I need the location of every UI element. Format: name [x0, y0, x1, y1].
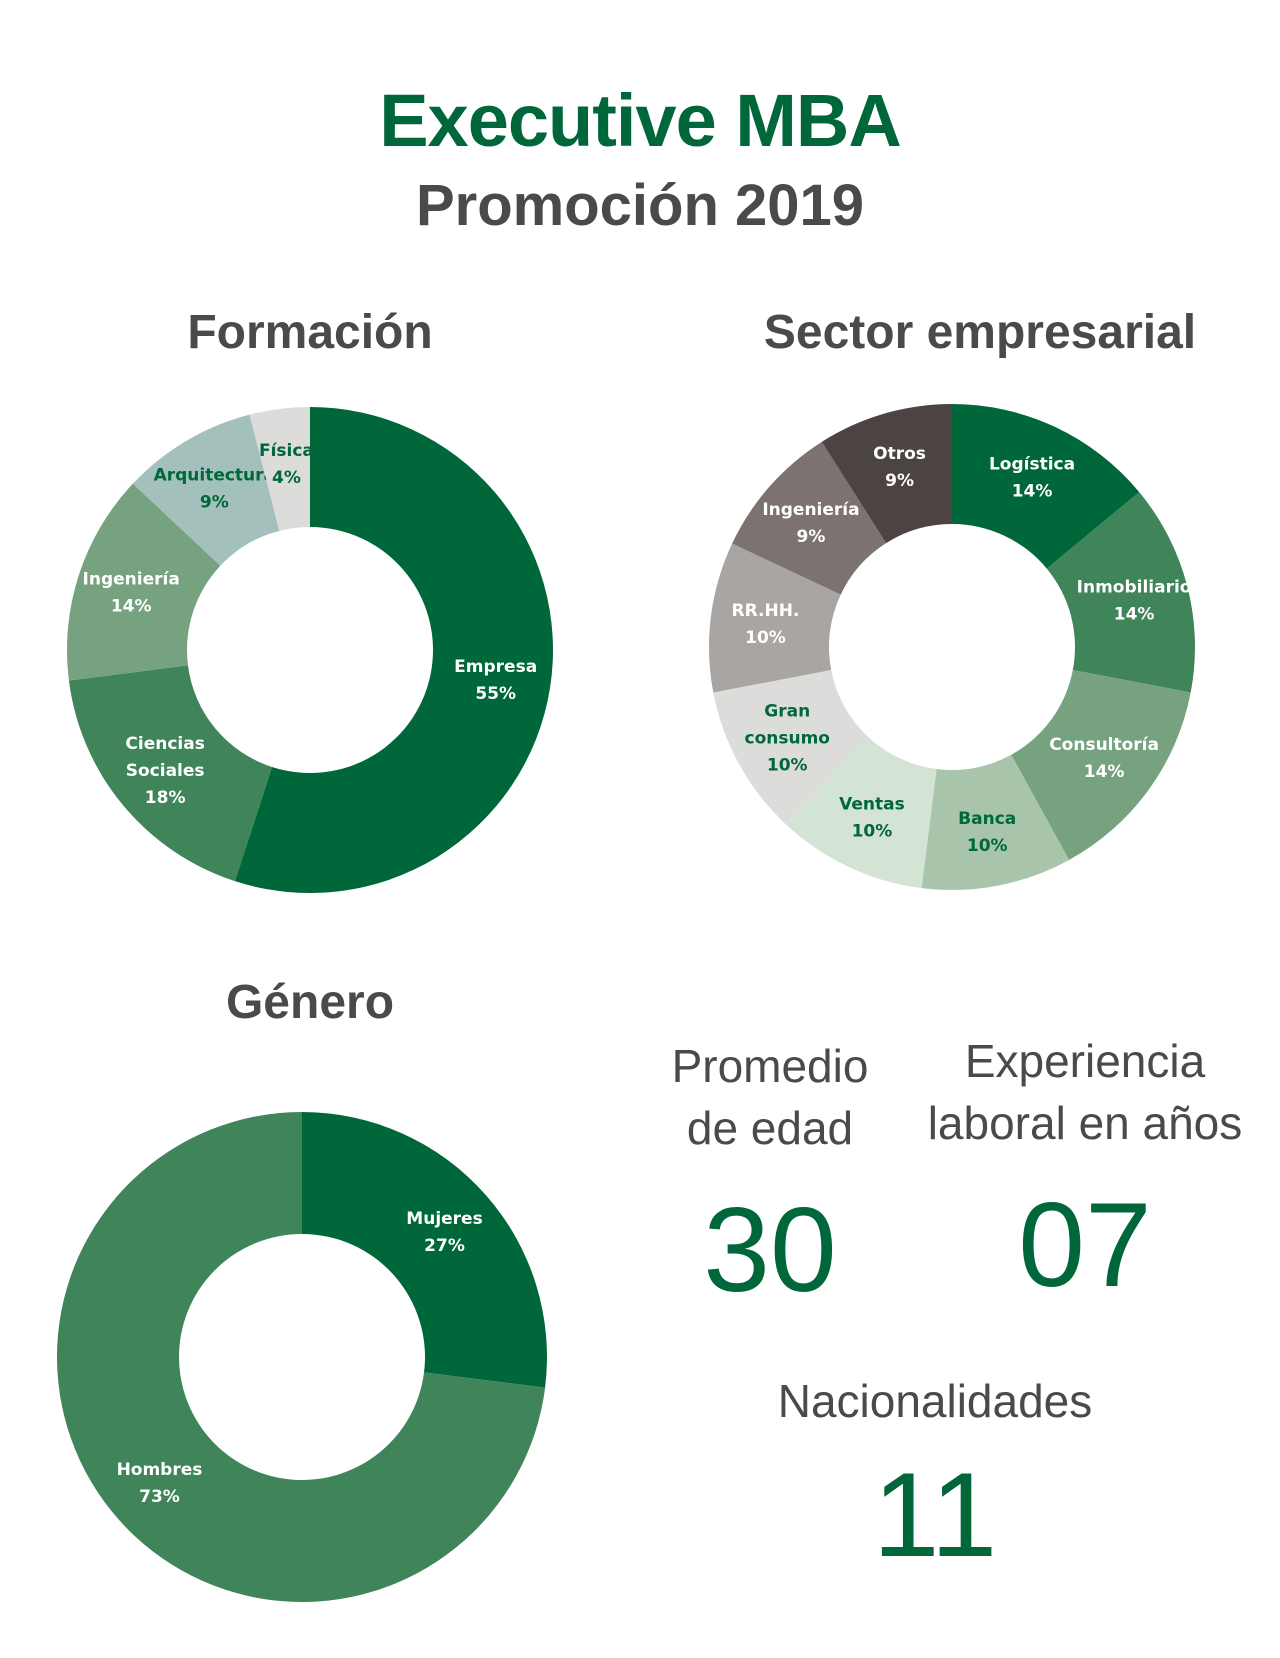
- slice-rr-hh: [709, 543, 841, 693]
- stat-experience-label: Experiencia laboral en años: [900, 1030, 1270, 1154]
- slice-label-ingenieria: Ingeniería 14%: [83, 569, 180, 616]
- slice-label-hombres: Hombres 73%: [117, 1460, 203, 1507]
- slice-label-ventas: Ventas 10%: [839, 795, 905, 842]
- stat-age-label-line1: Promedio: [671, 1040, 869, 1092]
- stat-nationalities-value: 11: [872, 1448, 998, 1582]
- slice-label-mujeres: Mujeres 27%: [406, 1209, 482, 1256]
- slice-ingenieria: [732, 441, 887, 595]
- slice-empresa: [234, 407, 553, 894]
- stat-experience-label-line2: laboral en años: [927, 1097, 1243, 1149]
- stat-experience-label-line1: Experiencia: [964, 1035, 1206, 1087]
- stat-experience-value: 07: [1018, 1178, 1152, 1312]
- slice-label-ciencias-sociales: Ciencias Sociales 18%: [125, 734, 204, 808]
- slice-logistica: [952, 404, 1140, 569]
- slice-ingenieria: [67, 483, 221, 681]
- slice-inmobiliario: [1046, 492, 1195, 693]
- slice-label-gran-consumo: Gran consumo 10%: [745, 702, 830, 776]
- stat-age-value: 30: [703, 1183, 837, 1317]
- slice-label-fisica: Física 4%: [259, 441, 314, 488]
- slice-label-otros: Otros 9%: [873, 444, 926, 491]
- slice-consultoria: [1011, 670, 1191, 860]
- chart-title-sector: Sector empresarial: [763, 306, 1197, 359]
- slice-fisica: [249, 407, 310, 531]
- stat-age-label-line2: de edad: [686, 1102, 854, 1154]
- stat-age-label: Promedio de edad: [640, 1035, 900, 1159]
- slice-arquitectura: [132, 414, 280, 566]
- slice-label-consultoria: Consultoría 14%: [1049, 735, 1159, 782]
- slice-label-rr-hh: RR.HH. 10%: [732, 601, 800, 648]
- slice-hombres: [56, 1112, 546, 1602]
- slice-gran-consumo: [713, 670, 868, 825]
- slice-ciencias-sociales: [68, 665, 272, 882]
- slice-label-ingenieria: Ingeniería 9%: [762, 500, 859, 547]
- page-title: Executive MBA: [379, 79, 902, 162]
- slice-label-logistica: Logística 14%: [989, 454, 1075, 501]
- slice-label-banca: Banca 10%: [958, 809, 1016, 856]
- slice-label-inmobiliario: Inmobiliario 14%: [1077, 578, 1192, 625]
- slice-banca: [921, 754, 1070, 890]
- slice-ventas: [785, 736, 937, 889]
- slice-label-arquitectura: Arquitectura 9%: [154, 466, 275, 513]
- page-subtitle: Promoción 2019: [415, 173, 865, 238]
- chart-title-formacion: Formación: [187, 306, 433, 359]
- slice-otros: [821, 404, 952, 544]
- slice-mujeres: [302, 1112, 548, 1388]
- slice-label-empresa: Empresa 55%: [454, 657, 537, 704]
- chart-title-genero: Género: [225, 976, 395, 1029]
- stat-nationalities-label: Nacionalidades: [777, 1375, 1093, 1427]
